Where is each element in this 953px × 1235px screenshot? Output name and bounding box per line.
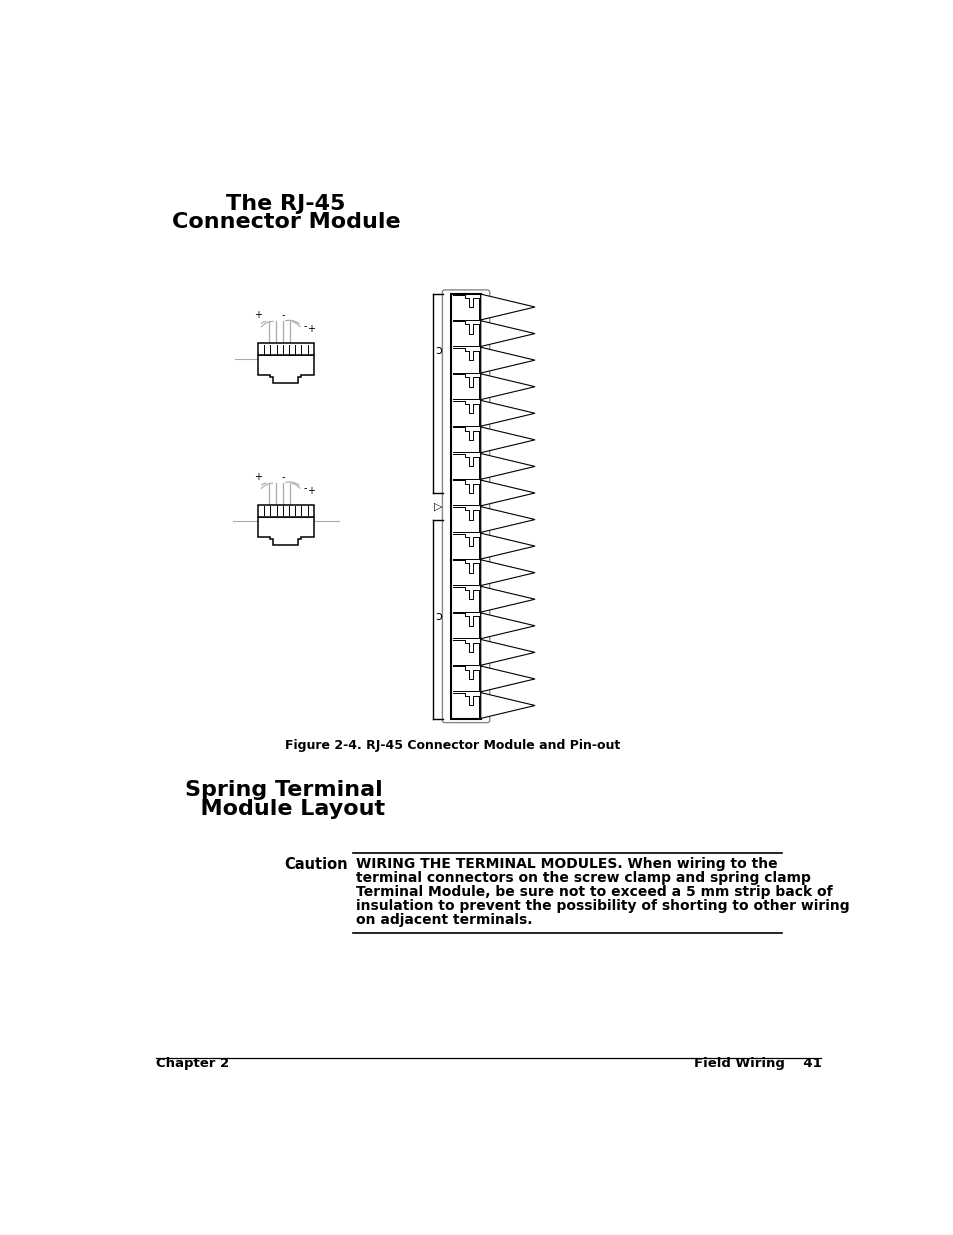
Polygon shape: [480, 453, 535, 479]
Text: Field Wiring    41: Field Wiring 41: [693, 1057, 821, 1070]
Text: Connector Module: Connector Module: [172, 212, 399, 232]
Text: Spring Terminal: Spring Terminal: [185, 779, 382, 799]
Bar: [257, 505, 314, 517]
Polygon shape: [257, 517, 314, 545]
Polygon shape: [480, 374, 535, 400]
Polygon shape: [480, 480, 535, 506]
Text: Caution: Caution: [284, 857, 348, 872]
Polygon shape: [480, 294, 535, 320]
Text: +: +: [307, 485, 315, 495]
Text: Figure 2-4. RJ-45 Connector Module and Pin-out: Figure 2-4. RJ-45 Connector Module and P…: [285, 739, 619, 752]
Polygon shape: [480, 693, 535, 719]
Text: +: +: [307, 324, 315, 335]
FancyBboxPatch shape: [442, 290, 489, 722]
Polygon shape: [480, 506, 535, 532]
Text: -: -: [281, 472, 284, 482]
Polygon shape: [480, 559, 535, 585]
Polygon shape: [480, 613, 535, 638]
Polygon shape: [480, 587, 535, 613]
Text: terminal connectors on the screw clamp and spring clamp: terminal connectors on the screw clamp a…: [356, 871, 810, 885]
Text: The RJ-45: The RJ-45: [226, 194, 345, 215]
Polygon shape: [480, 347, 535, 373]
Polygon shape: [480, 400, 535, 426]
Polygon shape: [480, 427, 535, 453]
Text: -: -: [303, 483, 307, 493]
Text: Terminal Module, be sure not to exceed a 5 mm strip back of: Terminal Module, be sure not to exceed a…: [356, 885, 832, 899]
Polygon shape: [480, 534, 535, 559]
Polygon shape: [480, 640, 535, 666]
Text: WIRING THE TERMINAL MODULES. When wiring to the: WIRING THE TERMINAL MODULES. When wiring…: [356, 857, 778, 872]
Text: insulation to prevent the possibility of shorting to other wiring: insulation to prevent the possibility of…: [356, 899, 849, 913]
Text: Module Layout: Module Layout: [185, 799, 385, 819]
Text: ᴄ: ᴄ: [435, 608, 442, 621]
Text: ᴄ: ᴄ: [435, 342, 442, 356]
Text: +: +: [253, 310, 262, 320]
Bar: [257, 343, 314, 356]
Polygon shape: [480, 321, 535, 347]
Bar: [451, 294, 480, 719]
Polygon shape: [257, 356, 314, 383]
Text: -: -: [303, 321, 307, 331]
Text: on adjacent terminals.: on adjacent terminals.: [356, 913, 533, 926]
Text: ▷: ▷: [434, 501, 442, 511]
Text: Chapter 2: Chapter 2: [156, 1057, 230, 1070]
Text: +: +: [253, 472, 262, 482]
Polygon shape: [480, 666, 535, 692]
Text: -: -: [281, 310, 284, 320]
